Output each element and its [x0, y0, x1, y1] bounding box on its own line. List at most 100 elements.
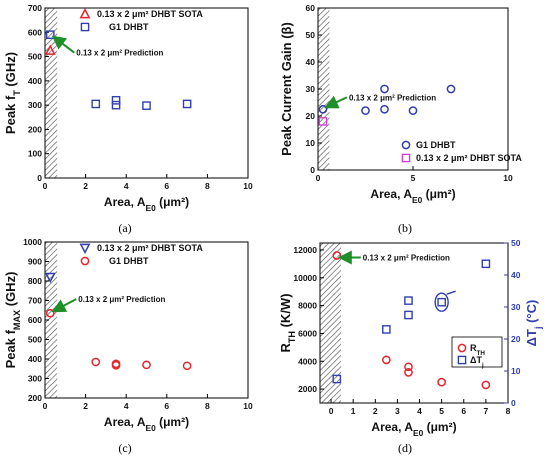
y-tick-label: 8000 — [298, 301, 317, 311]
data-point — [142, 360, 151, 370]
legend-marker — [80, 256, 90, 266]
x-tick-label: 2 — [83, 401, 88, 411]
data-point — [361, 106, 370, 115]
annotation-arrow — [51, 35, 75, 54]
y-tick-label: 12000 — [293, 245, 317, 255]
x-tick-label: 8 — [205, 181, 210, 191]
x-tick-label: 6 — [164, 401, 169, 411]
y2-tick-label: 30 — [511, 302, 521, 312]
y2-tick-label: 20 — [511, 334, 521, 344]
x-tick-label: 2 — [373, 406, 378, 416]
data-point — [382, 355, 391, 365]
legend-label: G1 DHBT — [109, 256, 149, 266]
data-point — [404, 368, 413, 377]
chart-panel-c: 0 2 4 6 8 10 200 300 400 500 600 700 800 900 1000 Area,… — [3, 237, 253, 455]
legend-label: 0.13 x 2 μm² DHBT SOTA — [97, 243, 203, 253]
y-tick-label: 2000 — [298, 384, 317, 394]
y-tick-label: 900 — [28, 257, 42, 267]
legend-label: ΔTj — [470, 355, 484, 369]
data-point — [437, 297, 446, 307]
y-tick-label: 40 — [306, 57, 316, 67]
y-tick-label: 60 — [306, 3, 316, 13]
legend-marker — [401, 140, 411, 150]
annotation-text: 0.13 x 2 μm² Prediction — [76, 49, 163, 58]
y-tick-label: 200 — [28, 393, 42, 403]
data-point — [318, 117, 328, 126]
x-tick-label: 10 — [243, 401, 253, 411]
annotation-text: 0.13 x 2 μm² Prediction — [349, 93, 436, 102]
y-axis-label: Peak Current Gain (β) — [279, 22, 294, 156]
x-axis-label: Area, AE0 (μm²) — [371, 420, 456, 438]
data-point — [318, 104, 328, 114]
chart-panel-d: 0 1 2 3 4 5 6 7 8 2000 4000 6000 8000 10000 12000 0 10 20… — [278, 238, 543, 455]
y-tick-label: 300 — [28, 374, 42, 384]
annotation-arrow — [51, 298, 77, 313]
legend-label: G1 DHBT — [109, 22, 149, 32]
x-axis-label: Area, AE0 (μm²) — [104, 195, 189, 213]
y-tick-label: 0 — [37, 173, 42, 183]
y-tick-label: 400 — [28, 354, 42, 364]
data-point — [44, 44, 56, 55]
annotation-text: 0.13 x 2 μm² Prediction — [363, 254, 450, 263]
data-point — [382, 325, 391, 334]
x-tick-label: 4 — [124, 401, 129, 411]
data-point — [45, 308, 55, 318]
data-point — [182, 361, 192, 371]
data-point — [408, 106, 418, 115]
legend-label: G1 DHBT — [416, 140, 456, 150]
annotation-arrow — [324, 95, 348, 109]
x-axis-label: Area, AE0 (μm²) — [104, 415, 189, 433]
legend-marker — [401, 153, 411, 163]
legend-label: 0.13 x 2 μm² DHBT SOTA — [97, 9, 203, 19]
data-point — [111, 95, 121, 105]
legend-label: 0.13 x 2 μm² DHBT SOTA — [416, 153, 522, 163]
x-tick-label: 0 — [316, 173, 321, 183]
data-point — [142, 101, 151, 110]
plot-frame — [44, 7, 249, 179]
x-tick-label: 6 — [461, 406, 466, 416]
x-tick-label: 3 — [395, 406, 400, 416]
y-tick-label: 300 — [28, 100, 42, 110]
y-tick-label: 600 — [28, 315, 42, 325]
data-point — [481, 380, 491, 390]
y2-tick-label: 10 — [511, 366, 521, 376]
x-tick-label: 10 — [503, 173, 513, 183]
legend-label: RTH — [470, 343, 485, 357]
y2-tick-label: 50 — [511, 238, 521, 248]
y-tick-label: 600 — [28, 27, 42, 37]
panel-caption: (a) — [118, 221, 131, 235]
chart-panel-b: 0 5 10 0 10 20 30 40 50 60 Area, AE0 (μm²) Peak Cur… — [279, 3, 522, 235]
y-tick-label: 20 — [306, 111, 316, 121]
x-tick-label: 8 — [506, 406, 511, 416]
data-point — [404, 362, 413, 372]
highlight-arrow — [446, 290, 456, 295]
data-point — [404, 296, 413, 305]
y-tick-label: 10 — [306, 138, 316, 148]
y-tick-label: 800 — [28, 276, 42, 286]
data-point — [45, 30, 55, 40]
legend-marker — [457, 355, 467, 365]
data-point — [91, 99, 101, 109]
annotation-text: 0.13 x 2 μm² Prediction — [78, 295, 165, 304]
x-tick-label: 1 — [351, 406, 356, 416]
y-tick-label: 400 — [28, 76, 42, 86]
legend-marker — [457, 343, 467, 353]
data-point — [91, 357, 101, 367]
data-point — [380, 104, 389, 114]
panel-caption: (c) — [118, 441, 131, 455]
x-tick-label: 5 — [411, 173, 416, 183]
y-tick-label: 700 — [28, 3, 42, 13]
data-point — [380, 84, 389, 94]
highlight-ellipse — [434, 292, 449, 312]
hatched-region — [318, 8, 330, 170]
y-tick-label: 4000 — [298, 356, 317, 366]
x-tick-label: 0 — [43, 401, 48, 411]
panel-caption: (b) — [398, 221, 412, 235]
panel-caption: (d) — [398, 441, 412, 455]
data-point — [111, 100, 121, 110]
y-axis-label: Peak fT (GHz) — [3, 52, 22, 134]
y-axis-label: Peak fMAX (GHz) — [3, 272, 22, 369]
legend-marker — [79, 243, 91, 255]
x-tick-label: 0 — [329, 406, 334, 416]
